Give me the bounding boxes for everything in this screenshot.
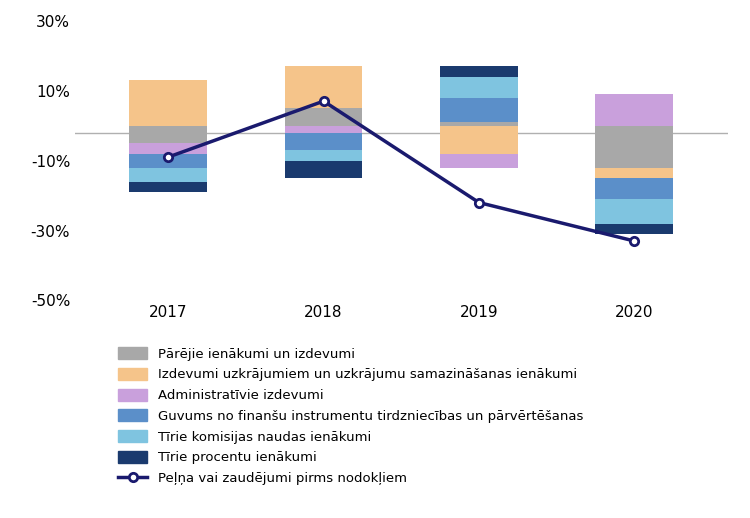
Bar <box>285 108 362 126</box>
Bar <box>129 182 207 192</box>
Bar <box>129 80 207 126</box>
Bar <box>129 143 207 154</box>
Bar <box>596 168 674 178</box>
Bar <box>596 126 674 168</box>
Bar <box>440 153 518 167</box>
Bar <box>440 126 518 153</box>
Bar <box>285 133 362 150</box>
Bar <box>285 150 362 161</box>
Bar <box>129 153 207 167</box>
Bar <box>285 126 362 133</box>
Bar <box>129 126 207 143</box>
Bar <box>129 168 207 182</box>
Bar <box>596 178 674 199</box>
Bar <box>440 66 518 77</box>
Bar <box>440 122 518 126</box>
Bar <box>596 94 674 126</box>
Bar <box>285 161 362 178</box>
Bar <box>596 224 674 234</box>
Bar <box>596 199 674 224</box>
Bar <box>440 97 518 122</box>
Legend: Pārējie ienākumi un izdevumi, Izdevumi uzkrājumiem un uzkrājumu samazināšanas ie: Pārējie ienākumi un izdevumi, Izdevumi u… <box>114 343 587 489</box>
Bar <box>440 77 518 97</box>
Bar <box>285 66 362 108</box>
